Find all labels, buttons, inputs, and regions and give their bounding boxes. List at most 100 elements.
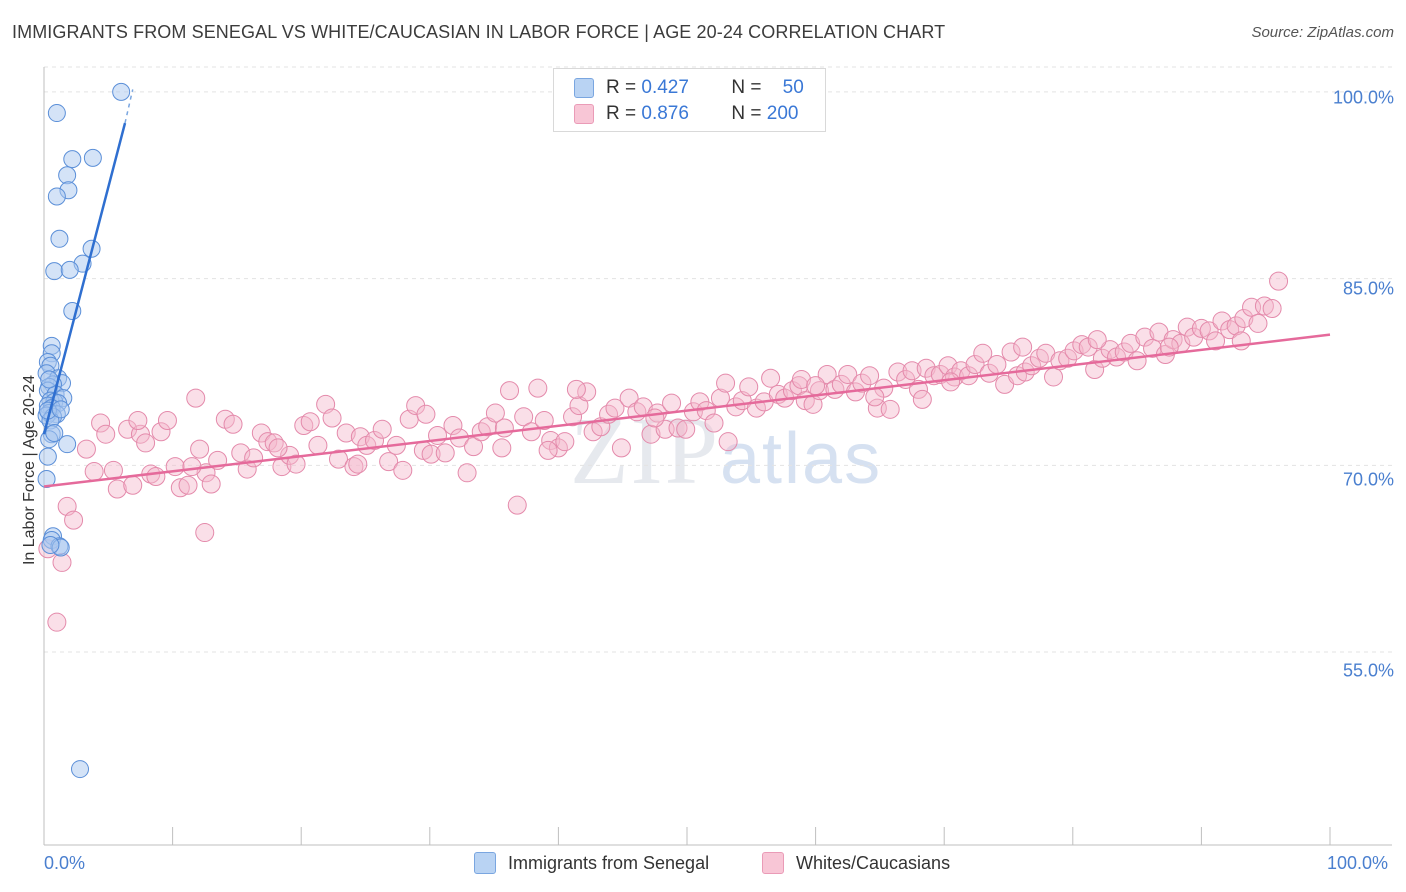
data-point-whites [838,364,858,384]
data-point-whites [464,437,484,457]
data-point-whites [973,343,993,363]
data-point-whites [718,432,738,452]
data-point-senegal [51,400,70,419]
data-point-whites [965,355,985,375]
whites-points [38,271,1289,632]
trend-line-senegal [42,122,127,435]
data-point-whites [190,439,210,459]
data-point-senegal [47,187,66,206]
data-point-whites [1231,331,1251,351]
data-point-whites [852,373,872,393]
senegal-points [37,82,131,779]
data-point-whites [294,416,314,436]
data-point-whites [1234,308,1254,328]
data-point-whites [1269,271,1289,291]
stats-legend: R = 0.427 N = 50 R = 0.876 N = 200 [553,68,826,132]
data-point-whites [421,444,441,464]
data-point-whites [668,418,688,438]
data-point-whites [322,408,342,428]
data-point-whites [157,411,177,431]
data-point-whites [916,358,936,378]
data-point-whites [860,366,880,386]
data-point-whites [258,432,278,452]
n-label: N = [731,103,762,124]
data-point-whites [941,372,961,392]
data-point-whites [328,449,348,469]
data-point-whites [514,407,534,427]
data-point-whites [1220,320,1240,340]
data-point-whites [555,432,575,452]
data-point-senegal [40,370,59,389]
data-point-whites [123,475,143,495]
data-point-senegal [63,150,82,169]
data-point-whites [223,414,243,434]
data-point-senegal [71,760,90,779]
data-point-whites [365,430,385,450]
trend-line-senegal-extension [124,89,134,124]
data-point-senegal [83,148,102,167]
data-point-whites [435,443,455,463]
data-point-whites [286,454,306,474]
data-point-whites [1191,318,1211,338]
data-point-whites [1029,348,1049,368]
data-point-whites [84,462,104,482]
n-value: 50 [782,77,804,98]
data-point-senegal [47,104,66,123]
data-point-whites [231,443,251,463]
data-point-whites [566,379,586,399]
data-point-whites [178,475,198,495]
data-point-whites [379,452,399,472]
data-point-whites [676,419,696,439]
data-point-whites [1248,313,1268,333]
data-point-whites [880,399,900,419]
data-point-whites [91,413,111,433]
data-point-whites [443,416,463,436]
data-point-whites [372,419,392,439]
data-point-whites [1013,337,1033,357]
data-point-whites [1226,316,1246,336]
legend-row-whites: R = 0.876 N = 200 [574,103,798,125]
data-point-whites [865,387,885,407]
data-point-senegal [45,262,64,281]
data-point-whites [938,356,958,376]
data-point-whites [1044,367,1064,387]
source-label: Source: ZipAtlas.com [1251,24,1394,41]
data-point-whites [912,389,932,409]
gridlines [44,66,1392,653]
data-point-whites [195,523,215,543]
x-tick-label: 100.0% [1327,853,1389,873]
data-point-whites [704,413,724,433]
data-point-whites [416,404,436,424]
data-point-whites [662,393,682,413]
legend-item-whites: Whites/Caucasians [762,852,950,874]
y-tick-label: 100.0% [1332,87,1394,108]
data-point-whites [136,433,156,453]
data-point-whites [1085,359,1105,379]
data-point-whites [457,463,477,483]
y-tick-label: 85.0% [1342,278,1394,299]
y-tick-label: 55.0% [1342,660,1394,681]
data-point-whites [761,368,781,388]
data-point-whites [611,438,631,458]
legend-row-senegal: R = 0.427 N = 50 [574,77,804,99]
data-point-whites [300,412,320,432]
data-point-whites [1206,331,1226,351]
blue-swatch [574,78,594,98]
data-point-whites [817,364,837,384]
pink-swatch [574,104,594,124]
r-label: R = [606,103,637,124]
data-point-senegal [58,435,77,454]
watermark-atlas: atlas [720,419,883,499]
data-point-whites [244,448,264,468]
data-point-whites [268,438,288,458]
data-point-whites [76,439,96,459]
data-point-whites [1135,327,1155,347]
data-point-whites [791,369,811,389]
data-point-whites [1199,321,1219,341]
data-point-whites [237,459,257,479]
data-point-whites [1100,340,1120,360]
data-point-whites [1177,317,1197,337]
data-point-senegal [38,447,57,466]
data-point-senegal [58,166,77,185]
data-point-senegal [41,536,60,555]
